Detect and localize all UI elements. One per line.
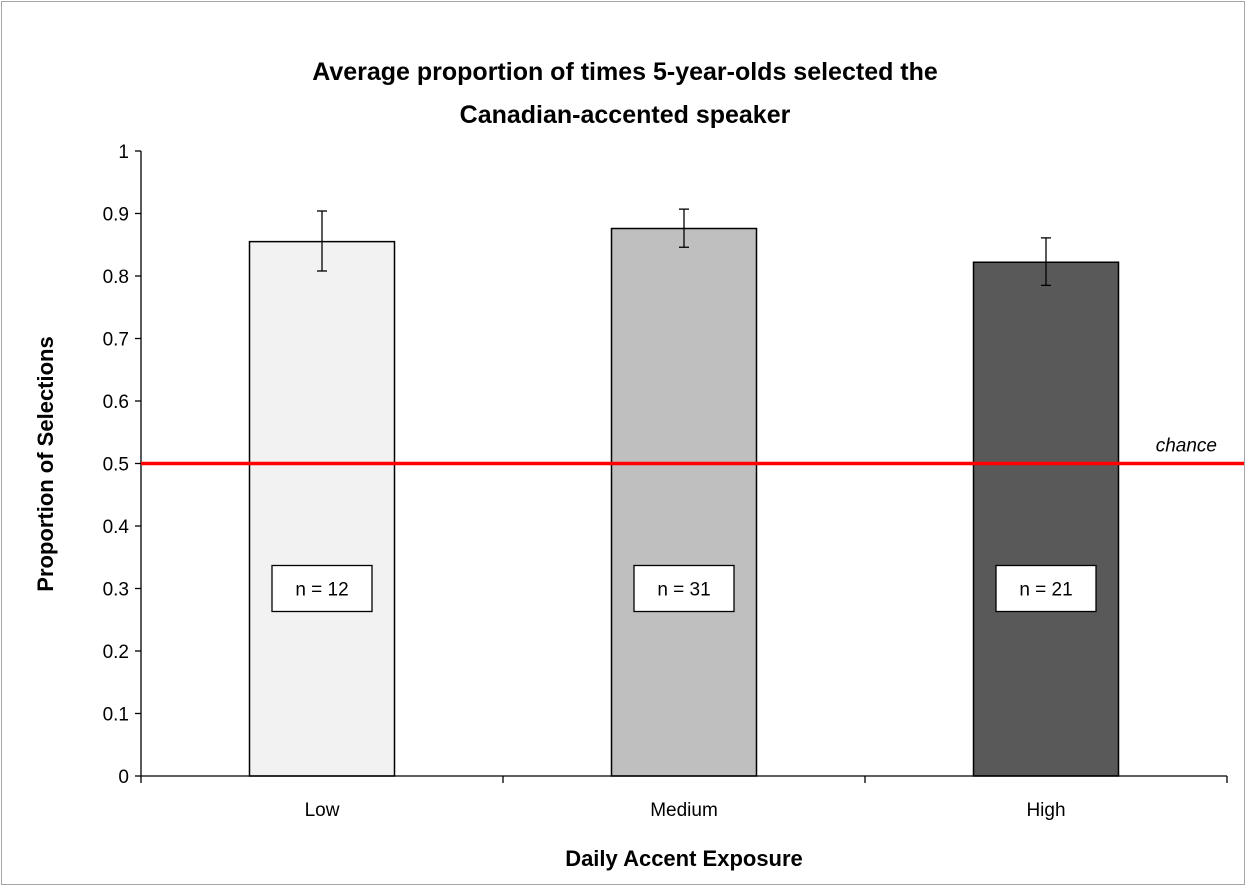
y-tick-label: 1 — [118, 142, 129, 163]
y-tick-label: 0.4 — [103, 517, 130, 538]
x-tick-label-medium: Medium — [650, 800, 718, 821]
sample-size-box — [271, 564, 373, 613]
y-tick-label: 0.5 — [103, 455, 129, 476]
y-tick-label: 0.7 — [103, 330, 129, 351]
bar-medium — [610, 227, 758, 777]
sample-size-box — [995, 564, 1097, 613]
sample-size-label: n = 21 — [1019, 580, 1072, 601]
sample-size-label: n = 31 — [657, 580, 710, 601]
y-tick-label: 0.9 — [103, 205, 129, 226]
chance-label: chance — [1156, 436, 1217, 457]
y-tick-label: 0.3 — [103, 580, 129, 601]
chart-title-line-2: Canadian-accented speaker — [460, 101, 791, 129]
sample-size-label: n = 12 — [295, 580, 348, 601]
chart-title-line-1: Average proportion of times 5-year-olds … — [312, 58, 938, 86]
y-tick-label: 0.1 — [103, 705, 129, 726]
x-axis-title: Daily Accent Exposure — [565, 846, 803, 871]
x-tick-label-low: Low — [305, 800, 340, 821]
y-axis-title: Proportion of Selections — [33, 336, 58, 591]
bar-high — [972, 261, 1120, 777]
bar-low — [248, 240, 396, 777]
y-tick-label: 0.6 — [103, 392, 129, 413]
plot-area: 0 0.1 0.2 0.3 0.4 0.5 0.6 0.7 0.8 0.9 1 Low Medium Hi… — [103, 142, 1244, 821]
sample-size-box — [633, 564, 735, 613]
y-tick-label: 0.2 — [103, 642, 129, 663]
y-tick-label: 0 — [118, 767, 129, 788]
y-tick-label: 0.8 — [103, 267, 129, 288]
x-tick-label-high: High — [1026, 800, 1065, 821]
